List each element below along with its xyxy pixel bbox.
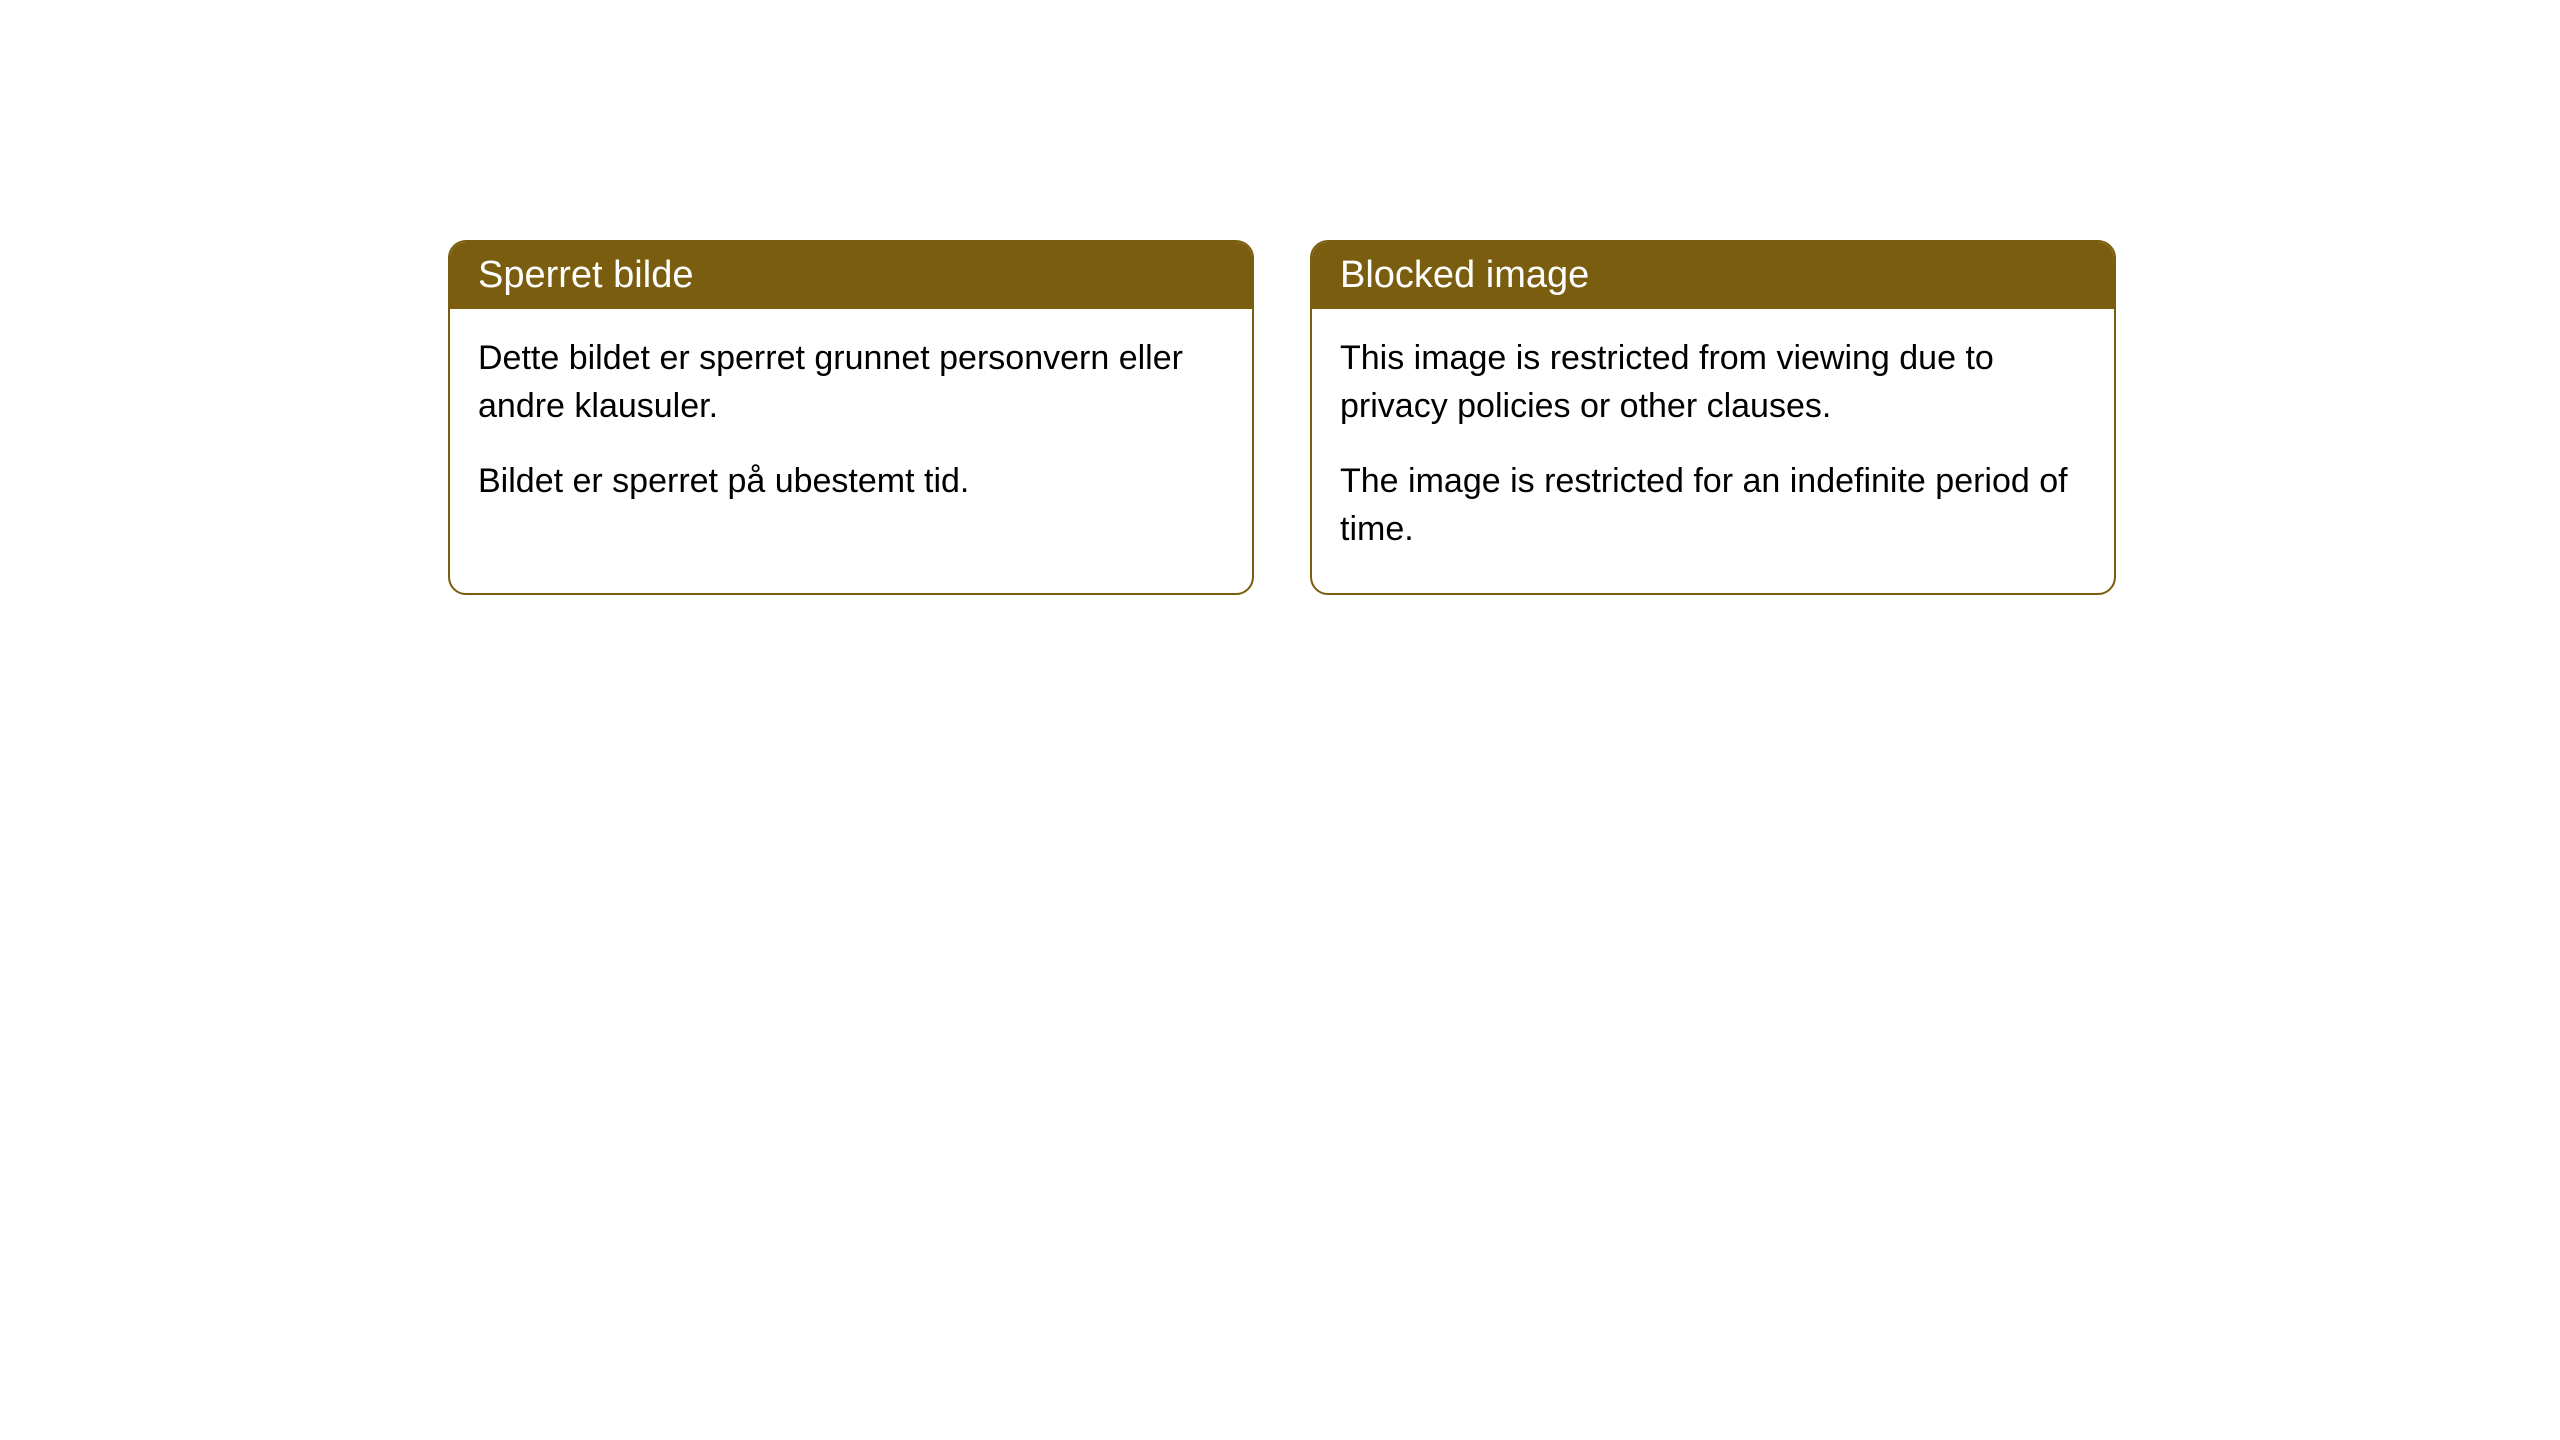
card-para1-norwegian: Dette bildet er sperret grunnet personve… [478,335,1224,430]
card-header-english: Blocked image [1312,242,2114,309]
card-body-norwegian: Dette bildet er sperret grunnet personve… [450,309,1252,546]
card-para2-english: The image is restricted for an indefinit… [1340,458,2086,553]
card-norwegian: Sperret bilde Dette bildet er sperret gr… [448,240,1254,595]
card-english: Blocked image This image is restricted f… [1310,240,2116,595]
card-para1-english: This image is restricted from viewing du… [1340,335,2086,430]
card-header-norwegian: Sperret bilde [450,242,1252,309]
cards-container: Sperret bilde Dette bildet er sperret gr… [448,240,2116,595]
card-body-english: This image is restricted from viewing du… [1312,309,2114,593]
card-para2-norwegian: Bildet er sperret på ubestemt tid. [478,458,1224,506]
